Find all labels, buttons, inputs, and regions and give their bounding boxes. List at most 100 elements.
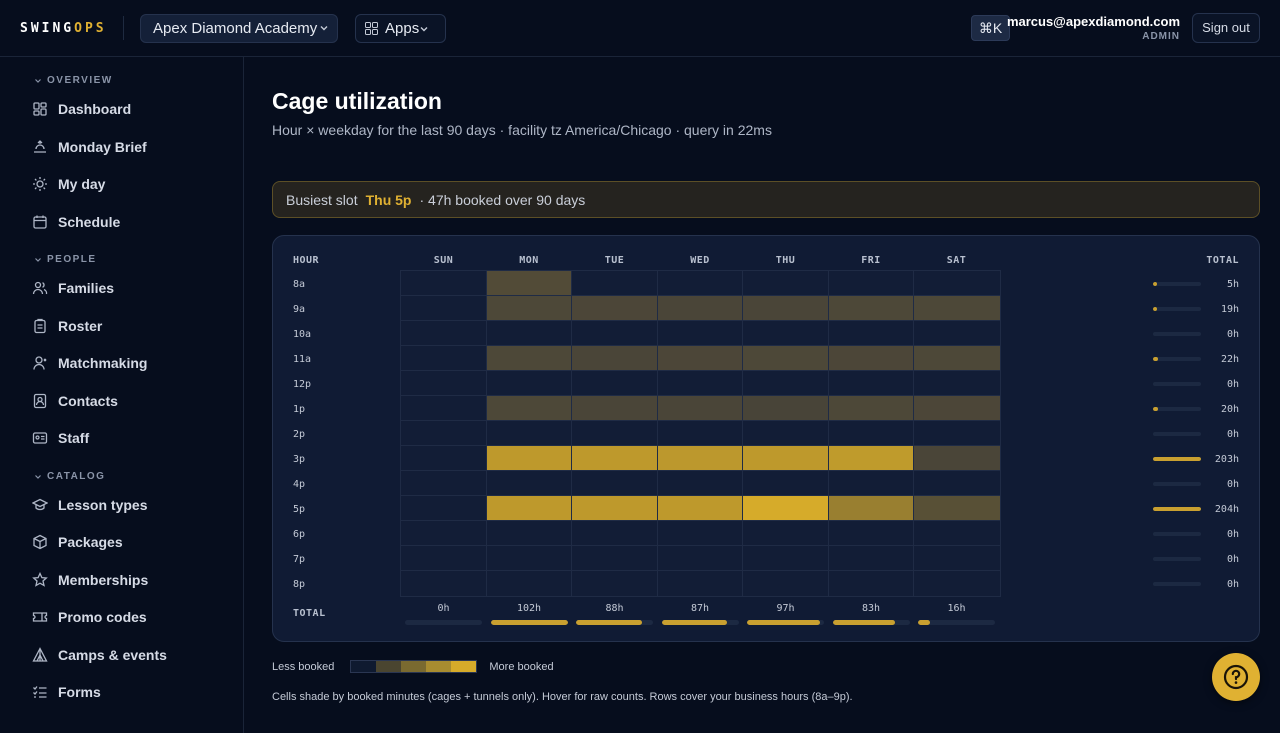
sidebar-item-my-day[interactable]: My day [32, 172, 105, 196]
sidebar-item-memberships[interactable]: Memberships [32, 568, 148, 592]
heatmap-cell[interactable] [656, 345, 744, 372]
sidebar-item-roster[interactable]: Roster [32, 314, 102, 338]
heatmap-cell[interactable] [400, 320, 488, 347]
sidebar-item-promo-codes[interactable]: Promo codes [32, 605, 147, 629]
heatmap-cell[interactable] [656, 420, 744, 447]
heatmap-cell[interactable] [827, 320, 915, 347]
heatmap-cell[interactable] [400, 270, 488, 297]
heatmap-cell[interactable] [400, 570, 488, 597]
heatmap-cell[interactable] [656, 570, 744, 597]
heatmap-cell[interactable] [827, 520, 915, 547]
heatmap-cell[interactable] [827, 270, 915, 297]
heatmap-cell[interactable] [400, 495, 488, 522]
heatmap-cell[interactable] [571, 420, 659, 447]
heatmap-cell[interactable] [913, 270, 1001, 297]
sidebar-section-catalog[interactable]: CATALOG [34, 471, 105, 482]
heatmap-cell[interactable] [656, 370, 744, 397]
heatmap-cell[interactable] [742, 395, 830, 422]
heatmap-cell[interactable] [400, 370, 488, 397]
heatmap-cell[interactable] [827, 570, 915, 597]
heatmap-cell[interactable] [656, 495, 744, 522]
sidebar-item-camps-events[interactable]: Camps & events [32, 643, 167, 667]
heatmap-cell[interactable] [400, 295, 488, 322]
heatmap-cell[interactable] [913, 420, 1001, 447]
heatmap-cell[interactable] [656, 270, 744, 297]
heatmap-cell[interactable] [913, 445, 1001, 472]
organization-select[interactable]: Apex Diamond Academy [140, 14, 338, 43]
heatmap-cell[interactable] [913, 395, 1001, 422]
heatmap-cell[interactable] [656, 520, 744, 547]
sidebar-item-families[interactable]: Families [32, 276, 114, 300]
heatmap-cell[interactable] [485, 495, 573, 522]
apps-menu-button[interactable]: Apps [355, 14, 446, 43]
sidebar-item-staff[interactable]: Staff [32, 426, 89, 450]
heatmap-cell[interactable] [656, 545, 744, 572]
heatmap-cell[interactable] [742, 445, 830, 472]
heatmap-cell[interactable] [485, 470, 573, 497]
heatmap-cell[interactable] [827, 420, 915, 447]
heatmap-cell[interactable] [571, 370, 659, 397]
sidebar-item-forms[interactable]: Forms [32, 680, 101, 704]
heatmap-cell[interactable] [827, 445, 915, 472]
heatmap-cell[interactable] [742, 545, 830, 572]
command-palette-shortcut[interactable]: ⌘K [971, 15, 1010, 41]
heatmap-cell[interactable] [827, 545, 915, 572]
heatmap-cell[interactable] [827, 395, 915, 422]
heatmap-cell[interactable] [485, 370, 573, 397]
heatmap-cell[interactable] [571, 570, 659, 597]
heatmap-cell[interactable] [656, 445, 744, 472]
heatmap-cell[interactable] [485, 570, 573, 597]
heatmap-cell[interactable] [742, 470, 830, 497]
heatmap-cell[interactable] [485, 545, 573, 572]
heatmap-cell[interactable] [485, 345, 573, 372]
sign-out-button[interactable]: Sign out [1192, 13, 1260, 43]
heatmap-cell[interactable] [571, 545, 659, 572]
heatmap-cell[interactable] [656, 295, 744, 322]
heatmap-cell[interactable] [913, 545, 1001, 572]
heatmap-cell[interactable] [742, 295, 830, 322]
heatmap-cell[interactable] [742, 420, 830, 447]
heatmap-cell[interactable] [913, 570, 1001, 597]
heatmap-cell[interactable] [485, 395, 573, 422]
heatmap-cell[interactable] [913, 470, 1001, 497]
heatmap-cell[interactable] [827, 495, 915, 522]
heatmap-cell[interactable] [827, 470, 915, 497]
heatmap-cell[interactable] [485, 270, 573, 297]
sidebar-item-contacts[interactable]: Contacts [32, 389, 118, 413]
sidebar-item-schedule[interactable]: Schedule [32, 210, 120, 234]
heatmap-cell[interactable] [571, 495, 659, 522]
heatmap-cell[interactable] [913, 370, 1001, 397]
heatmap-cell[interactable] [656, 395, 744, 422]
heatmap-cell[interactable] [400, 470, 488, 497]
heatmap-cell[interactable] [571, 470, 659, 497]
heatmap-cell[interactable] [913, 295, 1001, 322]
heatmap-cell[interactable] [571, 270, 659, 297]
sidebar-item-matchmaking[interactable]: Matchmaking [32, 351, 147, 375]
heatmap-cell[interactable] [571, 520, 659, 547]
heatmap-cell[interactable] [400, 345, 488, 372]
heatmap-cell[interactable] [400, 420, 488, 447]
heatmap-cell[interactable] [913, 345, 1001, 372]
heatmap-cell[interactable] [485, 420, 573, 447]
heatmap-cell[interactable] [656, 470, 744, 497]
heatmap-cell[interactable] [656, 320, 744, 347]
app-logo[interactable]: SWINGOPS [20, 21, 107, 36]
sidebar-item-dashboard[interactable]: Dashboard [32, 97, 131, 121]
heatmap-cell[interactable] [913, 520, 1001, 547]
heatmap-cell[interactable] [485, 320, 573, 347]
heatmap-cell[interactable] [571, 395, 659, 422]
sidebar-item-lesson-types[interactable]: Lesson types [32, 493, 147, 517]
heatmap-cell[interactable] [571, 445, 659, 472]
sidebar-item-monday-brief[interactable]: Monday Brief [32, 135, 147, 159]
heatmap-cell[interactable] [400, 520, 488, 547]
heatmap-cell[interactable] [485, 445, 573, 472]
heatmap-cell[interactable] [571, 320, 659, 347]
sidebar-section-people[interactable]: PEOPLE [34, 254, 97, 265]
heatmap-cell[interactable] [485, 520, 573, 547]
heatmap-cell[interactable] [571, 295, 659, 322]
heatmap-cell[interactable] [742, 320, 830, 347]
heatmap-cell[interactable] [742, 495, 830, 522]
heatmap-cell[interactable] [827, 345, 915, 372]
heatmap-cell[interactable] [742, 345, 830, 372]
heatmap-cell[interactable] [485, 295, 573, 322]
